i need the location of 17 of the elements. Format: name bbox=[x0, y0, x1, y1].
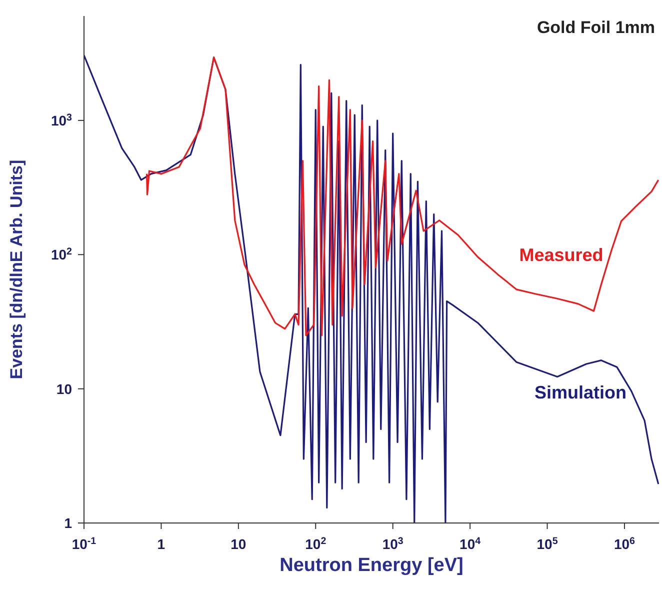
x-tick-label: 10 bbox=[230, 536, 246, 552]
x-tick-label: 10$^{6}$ bbox=[614, 536, 636, 552]
y-tick-label: 10$^{2}$ bbox=[50, 246, 73, 263]
series-label: Simulation bbox=[534, 382, 627, 403]
x-tick-label: 1 bbox=[157, 536, 166, 552]
series-label: Measured bbox=[519, 245, 604, 266]
y-tick-label: 10 bbox=[56, 380, 72, 397]
y-tick-label: 1 bbox=[64, 515, 72, 531]
x-tick-label: 10$^{-1}$ bbox=[72, 536, 97, 552]
y-axis-title: Events [dn/dlnE Arb. Units] bbox=[7, 160, 26, 380]
x-tick-label: 10$^{2}$ bbox=[305, 536, 327, 552]
x-tick-label: 10$^{3}$ bbox=[382, 536, 404, 552]
y-tick-label: 10$^{3}$ bbox=[50, 112, 73, 128]
x-axis-title: Neutron Energy [eV] bbox=[280, 555, 464, 576]
chart-title: Gold Foil 1mm bbox=[536, 18, 655, 38]
x-tick-label: 10$^{5}$ bbox=[536, 536, 558, 552]
x-tick-label: 10$^{4}$ bbox=[460, 536, 482, 552]
